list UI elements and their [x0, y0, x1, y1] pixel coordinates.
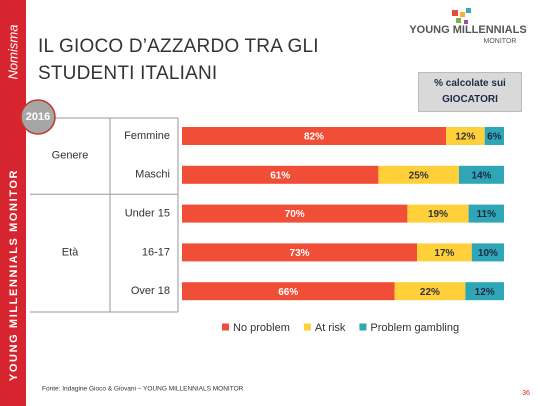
category-label: 16-17	[142, 246, 170, 258]
sidebar-band	[0, 0, 26, 406]
value-label: 66%	[278, 287, 298, 298]
value-label: 6%	[487, 132, 502, 143]
legend-swatch	[303, 323, 311, 331]
logo-text: YOUNG MILLENNIALS	[409, 24, 526, 36]
legend-swatch	[359, 323, 367, 331]
value-label: 61%	[270, 170, 290, 181]
bar-segment	[182, 282, 395, 301]
logo: YOUNG MILLENNIALS MONITOR	[409, 8, 527, 45]
value-label: 82%	[304, 132, 324, 143]
bar-segment	[458, 165, 504, 184]
page-number: 36	[522, 390, 530, 397]
value-label: 25%	[409, 170, 429, 181]
value-label: 73%	[290, 248, 310, 259]
bar-segment	[417, 243, 472, 262]
legend-label: No problem	[233, 322, 290, 334]
value-label: 14%	[471, 170, 491, 181]
bar-segment	[471, 243, 504, 262]
value-label: 10%	[478, 248, 498, 259]
category-label: Femmine	[124, 130, 170, 142]
note-box: % calcolate sui GIOCATORI	[418, 72, 522, 112]
value-label: 12%	[455, 132, 475, 143]
brand: Nomisma	[5, 25, 20, 80]
bar-segment	[484, 127, 504, 145]
bar-segment	[182, 165, 379, 184]
logo-text: MONITOR	[484, 38, 517, 45]
value-label: 22%	[420, 287, 440, 298]
group-label: Genere	[52, 149, 89, 161]
value-label: 70%	[285, 209, 305, 220]
bar-segment	[182, 204, 408, 223]
legend-label: Problem gambling	[370, 322, 459, 334]
category-label: Under 15	[125, 208, 170, 220]
bar-segment	[182, 127, 447, 145]
bar-segment	[465, 282, 504, 301]
bar-segment	[394, 282, 466, 301]
category-label: Over 18	[131, 285, 170, 297]
value-label: 11%	[477, 209, 497, 220]
category-label: Maschi	[135, 169, 170, 181]
year-badge	[20, 99, 56, 135]
source: Fonte: Indagine Gioco & Giovani – YOUNG …	[42, 386, 244, 393]
sidebar-text: YOUNG MILLENNIALS MONITOR	[8, 169, 20, 381]
bar-segment	[407, 204, 469, 223]
bar-segment	[182, 243, 418, 262]
bar-segment	[468, 204, 504, 223]
bar-segment	[378, 165, 459, 184]
bar-segment	[446, 127, 485, 145]
year: 2016	[26, 111, 50, 123]
group-label: Età	[62, 246, 79, 258]
chart-title: IL GIOCO D’AZZARDO TRA GLI STUDENTI ITAL…	[38, 36, 319, 84]
legend-swatch	[222, 323, 229, 331]
value-label: 17%	[434, 248, 454, 259]
value-label: 12%	[475, 287, 495, 298]
value-label: 19%	[428, 209, 448, 220]
legend-label: At risk	[315, 322, 346, 334]
